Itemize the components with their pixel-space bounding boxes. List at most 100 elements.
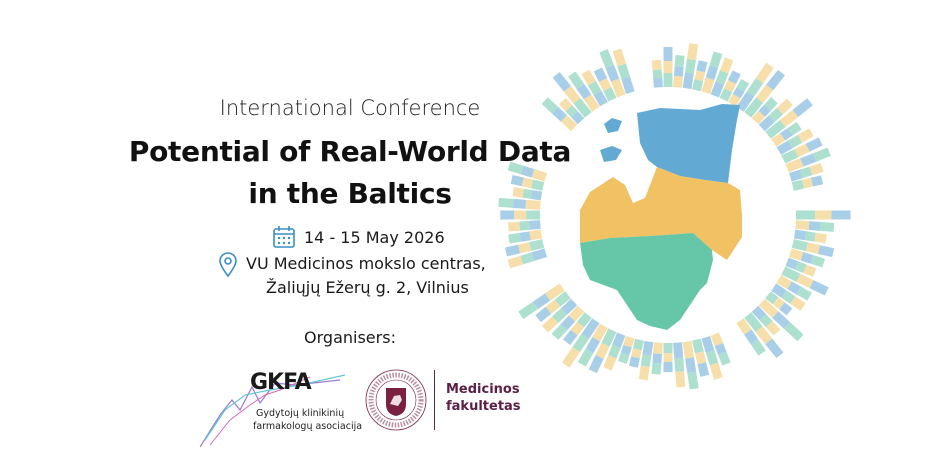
radial-bar-segment — [783, 322, 804, 342]
radial-bar — [510, 174, 545, 191]
radial-bars-ring — [498, 43, 851, 390]
radial-bar — [504, 239, 545, 257]
radial-bar-segment — [800, 252, 814, 264]
radial-bar — [791, 175, 824, 191]
radial-bar-segment — [756, 84, 774, 103]
radial-bar-segment — [598, 78, 612, 92]
radial-bar-segment — [736, 91, 755, 112]
radial-bar — [710, 57, 734, 98]
event-date: 14 - 15 May 2026 — [272, 225, 445, 249]
radial-bar — [788, 163, 824, 182]
radial-bar-segment — [675, 371, 686, 388]
radial-bar-segment — [687, 43, 699, 61]
radial-bar-segment — [780, 127, 793, 141]
map-estonia-island-2 — [600, 146, 622, 162]
radial-bar-segment — [755, 62, 774, 84]
radial-bar-segment — [751, 305, 767, 321]
radial-bar — [603, 332, 626, 371]
radial-bar-segment — [815, 210, 832, 220]
radial-bar-segment — [755, 326, 773, 345]
radial-bar-segment — [697, 362, 710, 377]
radial-bar-segment — [814, 232, 827, 244]
radial-bar-segment — [728, 70, 741, 84]
radial-bar-segment — [800, 166, 813, 179]
radial-bar-segment — [663, 47, 673, 62]
radial-bar-segment — [800, 153, 817, 167]
radial-bar-segment — [772, 297, 785, 310]
radial-bar — [776, 128, 814, 155]
gkfa-logo-text: GKFA — [250, 370, 312, 395]
radial-bar-segment — [779, 302, 793, 316]
radial-bar — [541, 97, 578, 132]
radial-bar-segment — [744, 97, 764, 118]
radial-bar-segment — [528, 220, 541, 230]
radial-bar-segment — [744, 329, 759, 345]
radial-bar — [795, 220, 835, 232]
radial-bar — [593, 67, 617, 102]
radial-bar — [781, 266, 829, 296]
radial-bar — [618, 335, 635, 364]
radial-bar — [719, 70, 741, 102]
radial-bar-segment — [673, 66, 684, 77]
radial-bar-segment — [779, 109, 799, 127]
radial-bar — [508, 220, 541, 232]
radial-bar-segment — [751, 110, 766, 125]
radial-bar-segment — [508, 221, 520, 232]
radial-bar-segment — [652, 353, 663, 364]
radial-bar — [744, 69, 786, 118]
radial-bar-segment — [551, 323, 568, 340]
radial-bar — [612, 48, 635, 95]
radial-bar-segment — [529, 239, 545, 251]
radial-bar-segment — [750, 339, 766, 356]
faculty-line2: fakultetas — [446, 399, 521, 414]
radial-bar-segment — [705, 350, 719, 366]
radial-bar-segment — [736, 318, 752, 335]
radial-bar-segment — [797, 128, 814, 143]
radial-bar-segment — [758, 115, 775, 132]
radial-bar-segment — [593, 67, 608, 82]
radial-bar — [758, 98, 793, 132]
radial-bar-segment — [563, 86, 581, 104]
radial-bar-segment — [790, 296, 806, 311]
radial-bar-segment — [601, 328, 617, 347]
gkfa-subtitle: Gydytojų klinikinių farmakologų asociaci… — [253, 407, 362, 433]
radial-bar-segment — [504, 244, 521, 257]
radial-bar-segment — [552, 71, 571, 92]
radial-bar-segment — [570, 321, 585, 336]
radial-bar-segment — [792, 98, 813, 117]
radial-bar — [512, 187, 543, 201]
radial-bar-segment — [530, 189, 543, 201]
radial-bar-segment — [694, 70, 706, 82]
radial-bar — [758, 298, 804, 342]
radial-bar — [561, 318, 600, 368]
map-estonia — [637, 104, 740, 183]
radial-bar-segment — [642, 340, 654, 356]
radial-bar-segment — [500, 210, 515, 220]
radial-bar — [663, 343, 673, 373]
radial-bar-segment — [512, 198, 527, 209]
radial-bar-segment — [710, 81, 725, 98]
radial-bar-segment — [603, 87, 617, 102]
radial-bar-segment — [746, 78, 764, 97]
radial-bar-segment — [652, 69, 663, 79]
radial-bar-segment — [674, 357, 685, 372]
radial-bar-segment — [651, 362, 662, 375]
radial-bar-segment — [561, 347, 580, 368]
radial-bar-segment — [692, 79, 704, 92]
radial-bar-segment — [682, 340, 695, 359]
radial-bar-segment — [507, 255, 524, 269]
radial-bar-segment — [545, 283, 565, 301]
radial-bar-segment — [631, 348, 642, 359]
radial-bar-segment — [568, 305, 585, 322]
radial-bar-segment — [759, 314, 773, 328]
radial-bar-segment — [771, 283, 787, 298]
radial-bar-segment — [632, 338, 644, 351]
gkfa-subtitle-line2: farmakologų asociacija — [253, 421, 363, 432]
radial-bar-segment — [777, 98, 793, 115]
radial-bar-segment — [572, 333, 590, 353]
radial-bar-segment — [795, 261, 807, 273]
radial-bar-segment — [618, 352, 630, 364]
radial-bar — [736, 318, 766, 356]
location-line2: Žaliųjų Ežerų g. 2, Vilnius — [266, 278, 469, 297]
radial-bar-segment — [805, 137, 823, 152]
